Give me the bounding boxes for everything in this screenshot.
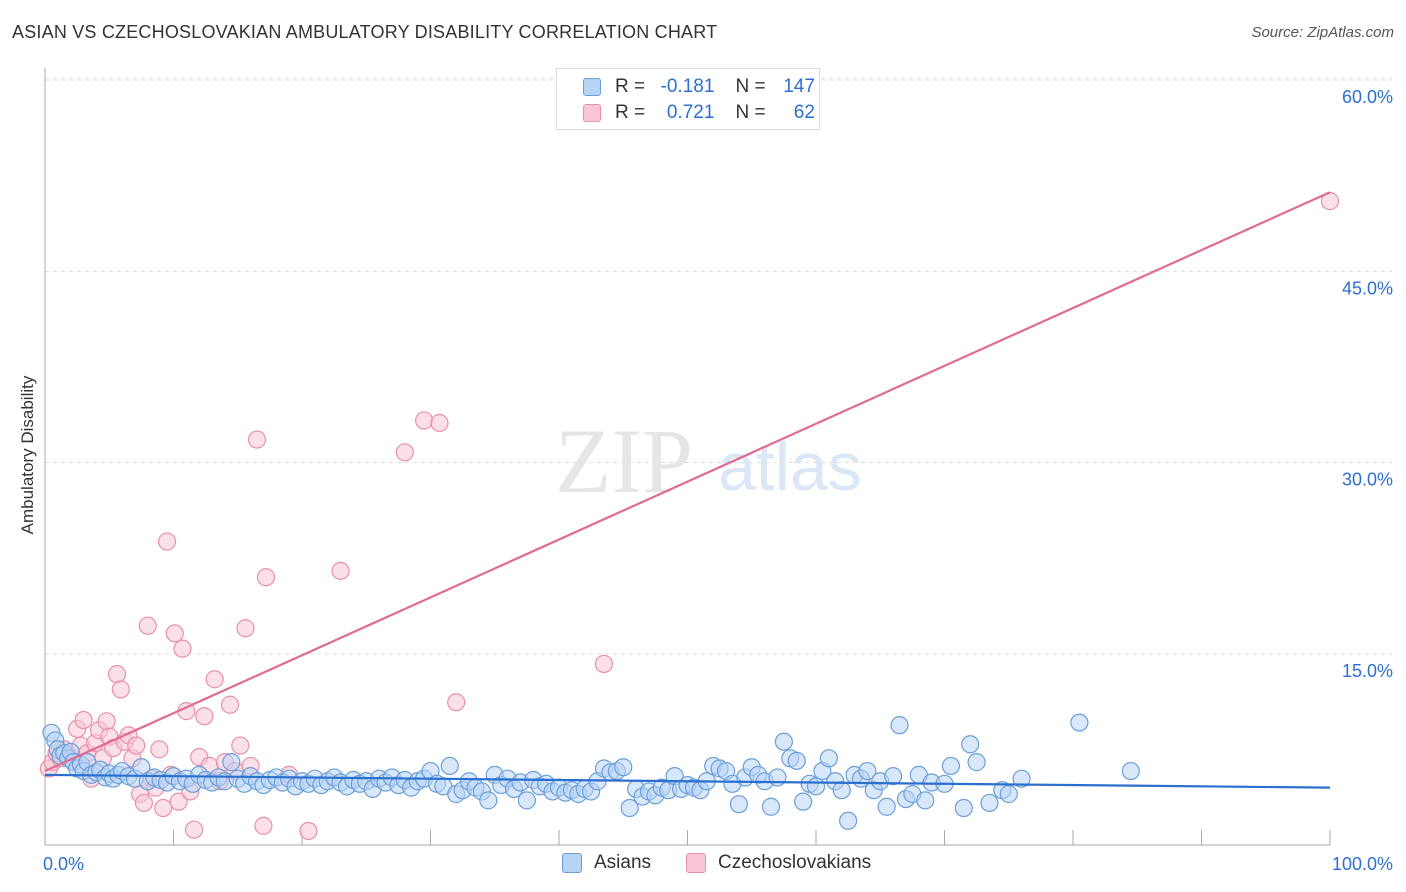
asian-point <box>774 732 793 751</box>
n-value: 62 <box>793 102 815 123</box>
czechoslovakian-point <box>331 561 350 580</box>
asian-point <box>1121 761 1140 781</box>
czechoslovakian-point <box>97 712 116 731</box>
asian-point <box>614 758 633 777</box>
asian-point <box>819 749 838 768</box>
czechoslovakians-trend-line <box>44 191 1331 773</box>
czechoslovakians-swatch <box>583 104 601 122</box>
y-tick-label: 15.0% <box>1342 661 1393 681</box>
trend-lines <box>44 191 1331 789</box>
watermark-atlas: atlas <box>718 429 862 505</box>
czechoslovakian-point <box>430 413 449 433</box>
czechoslovakian-point <box>150 740 169 759</box>
asian-point <box>794 792 813 811</box>
y-tick-label: 60.0% <box>1342 87 1393 107</box>
asian-point <box>729 795 749 814</box>
r-label: R = <box>615 102 646 123</box>
asian-point <box>1070 713 1089 732</box>
x-tick-label: 100.0% <box>1332 854 1393 874</box>
asian-point <box>440 756 459 776</box>
czechoslovakian-point <box>127 736 146 755</box>
asian-point <box>916 791 935 810</box>
r-value: -0.181 <box>660 76 715 97</box>
czechoslovakian-point <box>231 736 250 755</box>
r-label: R = <box>615 76 646 97</box>
czechoslovakian-point <box>134 793 154 813</box>
asian-point <box>967 753 986 772</box>
asian-point <box>222 753 241 772</box>
legend-item-asians[interactable]: Asians <box>562 852 651 874</box>
asian-point <box>839 811 858 830</box>
czechoslovakian-point <box>247 430 267 449</box>
asian-point <box>832 781 851 800</box>
n-label: N = <box>735 102 766 123</box>
chart-title: ASIAN VS CZECHOSLOVAKIAN AMBULATORY DISA… <box>12 22 718 42</box>
czechoslovakians-points <box>39 192 1340 841</box>
czechoslovakian-point <box>173 639 192 658</box>
czechoslovakian-point <box>184 820 204 839</box>
czechoslovakian-point <box>165 624 184 643</box>
asians-swatch <box>562 853 582 873</box>
czechoslovakian-point <box>74 710 93 730</box>
r-value: 0.721 <box>666 102 715 123</box>
czechoslovakian-point <box>169 792 188 811</box>
asian-point <box>479 791 498 810</box>
asian-point <box>890 716 909 735</box>
y-tick-label: 45.0% <box>1342 278 1393 298</box>
asian-point <box>999 784 1018 804</box>
asian-point <box>761 797 781 816</box>
legend-label-asians: Asians <box>594 852 652 873</box>
asian-point <box>1012 769 1031 788</box>
tick-labels: 15.0% 30.0% 45.0% 60.0% 0.0% 100.0% <box>43 87 1393 874</box>
asians-trend-line <box>44 773 1331 789</box>
source-credit: Source: ZipAtlas.com <box>1251 24 1394 41</box>
czechoslovakian-point <box>157 532 177 551</box>
asian-point <box>961 735 980 754</box>
asian-point <box>787 751 806 770</box>
legend-item-czechoslovakians[interactable]: Czechoslovakians <box>686 852 871 874</box>
stats-legend: R = -0.181 N = 147 R = 0.721 N = 62 <box>556 68 820 130</box>
n-value: 147 <box>783 76 815 97</box>
asians-swatch <box>583 78 601 96</box>
legend-label-czechoslovakians: Czechoslovakians <box>718 852 872 873</box>
czechoslovakian-point <box>111 680 130 699</box>
czechoslovakian-point <box>447 693 466 712</box>
czechoslovakian-point <box>107 665 127 684</box>
y-axis-label: Ambulatory Disability <box>18 375 37 535</box>
legend-row-czechoslovakians: R = 0.721 N = 62 <box>583 101 815 125</box>
x-tick-label: 0.0% <box>43 854 84 874</box>
asian-point <box>883 767 903 786</box>
czechoslovakian-point <box>594 654 614 674</box>
czechoslovakians-swatch <box>686 853 706 873</box>
czechoslovakian-point <box>236 619 255 638</box>
y-tick-label: 30.0% <box>1342 470 1393 490</box>
czechoslovakian-point <box>254 816 273 835</box>
czechoslovakian-point <box>395 443 414 462</box>
asian-point <box>517 791 536 810</box>
czechoslovakian-point <box>414 411 434 430</box>
czechoslovakian-point <box>205 670 224 689</box>
watermark-zip: ZIP <box>555 410 693 512</box>
czechoslovakian-point <box>256 568 276 587</box>
asian-point <box>877 797 896 816</box>
asian-point <box>954 798 973 818</box>
czechoslovakian-point <box>220 695 240 714</box>
czechoslovakian-point <box>299 821 318 841</box>
watermark: ZIP atlas <box>555 410 862 512</box>
czechoslovakian-point <box>154 798 173 818</box>
n-label: N = <box>735 76 766 97</box>
asian-point <box>858 761 877 781</box>
series-legend: Asians Czechoslovakians <box>0 852 1406 876</box>
asian-point <box>806 777 826 796</box>
czechoslovakian-point <box>195 707 214 726</box>
asian-point <box>620 798 639 818</box>
asian-point <box>941 756 961 776</box>
asian-point <box>980 793 999 813</box>
asians-points <box>42 713 1140 830</box>
asian-point <box>768 768 787 787</box>
legend-row-asians: R = -0.181 N = 147 <box>583 75 815 99</box>
czechoslovakian-point <box>138 616 157 635</box>
gridlines <box>45 77 1392 655</box>
